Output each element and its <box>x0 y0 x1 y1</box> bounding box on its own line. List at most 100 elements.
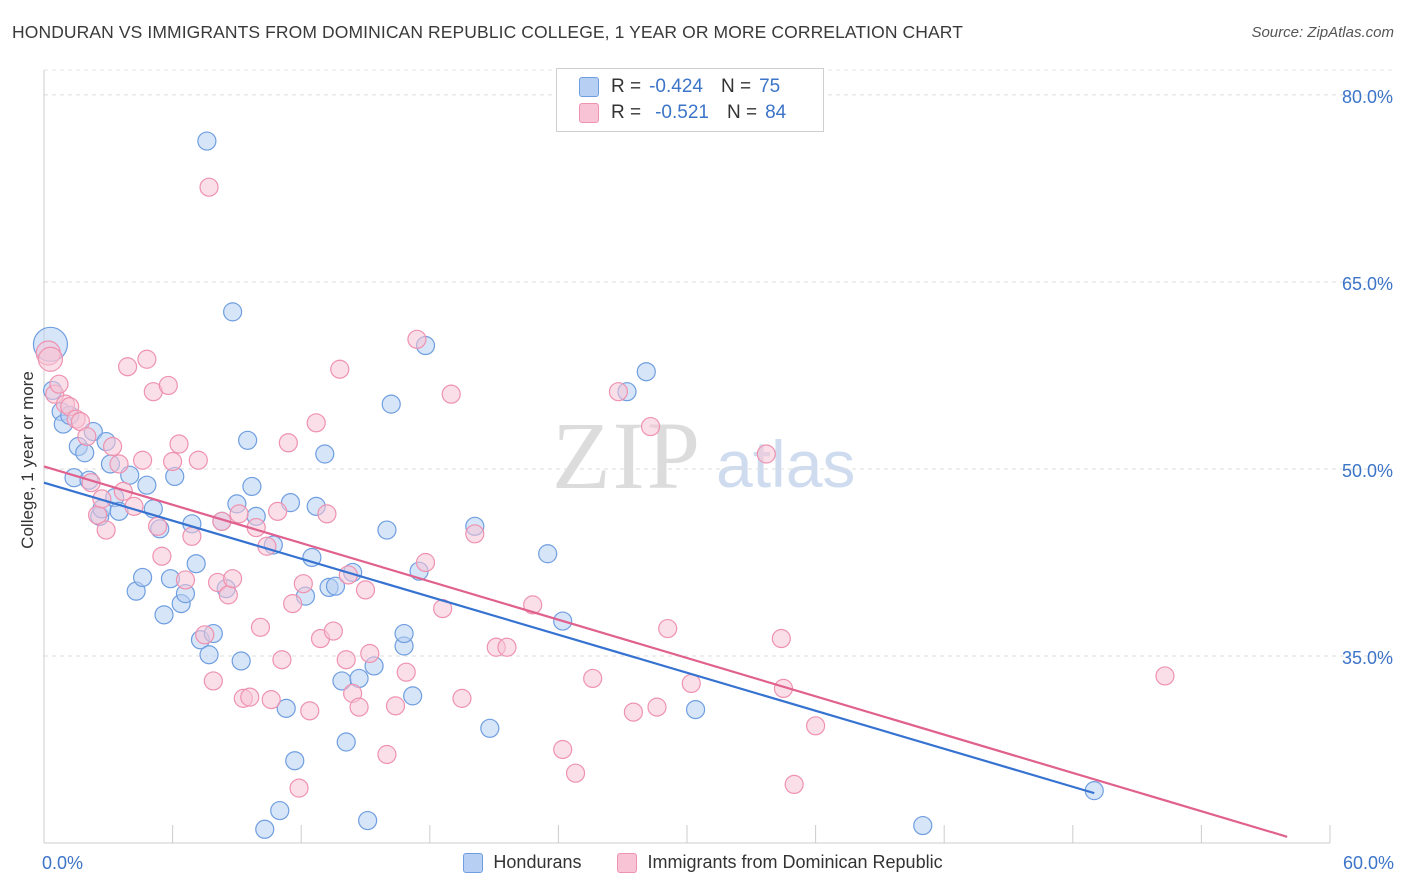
y-tick-label: 35.0% <box>1342 648 1393 668</box>
honduran-point <box>154 605 174 625</box>
honduran-point <box>636 362 656 382</box>
legend-item-hondurans[interactable]: Hondurans <box>463 852 581 873</box>
dominican-point <box>117 357 138 377</box>
dominican-point <box>218 585 238 605</box>
dominican-point <box>250 617 271 637</box>
dominican-point <box>330 359 350 379</box>
honduran-point <box>336 732 356 752</box>
dominican-point <box>452 688 472 708</box>
dominican-point <box>623 702 644 722</box>
dominican-point <box>565 763 586 783</box>
dominican-point <box>441 384 461 404</box>
honduran-point <box>480 718 500 738</box>
legend-row-hondurans: R = -0.424 N = 75 <box>579 74 780 100</box>
r-value: -0.424 <box>649 76 703 97</box>
dominican-point <box>756 444 776 464</box>
dominican-legend-label: Immigrants from Dominican Republic <box>647 852 943 872</box>
dominican-point <box>293 574 313 594</box>
honduran-point <box>255 819 275 839</box>
dominican-point <box>681 673 701 694</box>
dominican-point <box>182 526 202 546</box>
n-label: N = <box>726 102 758 123</box>
dominican-point <box>583 668 603 689</box>
honduran-point <box>302 547 322 568</box>
n-value: 75 <box>759 76 781 97</box>
dominican-point <box>102 436 123 457</box>
hondurans-legend-swatch <box>463 852 484 873</box>
honduran-point <box>223 302 243 322</box>
dominican-point <box>553 739 573 760</box>
n-label: N = <box>720 76 752 97</box>
dominican-point <box>658 618 678 639</box>
x-max-label: 60.0% <box>1342 853 1394 873</box>
r-value: -0.521 <box>655 102 709 123</box>
honduran-point <box>238 430 258 450</box>
dominican-point <box>261 690 281 710</box>
chart-title: HONDURAN VS IMMIGRANTS FROM DOMINICAN RE… <box>12 22 964 42</box>
honduran-point <box>186 554 206 574</box>
dominican-point <box>283 594 303 614</box>
dominican-point <box>223 569 243 589</box>
series-legend: Hondurans Immigrants from Dominican Repu… <box>0 852 1406 873</box>
source-label: Source: ZipAtlas.com <box>1251 24 1394 41</box>
dominican-point <box>96 520 116 540</box>
honduran-point <box>197 131 217 151</box>
watermark-atlas: atlas <box>716 427 856 501</box>
dominican-point <box>272 650 292 670</box>
honduran-point <box>242 476 262 497</box>
legend-row-dominican: R = -0.521 N = 84 <box>579 100 786 126</box>
dominican-point <box>203 671 223 691</box>
dominican-point <box>497 637 517 657</box>
dominican-point <box>355 580 376 600</box>
dominican-legend-swatch <box>617 852 638 873</box>
dominican-point <box>306 413 326 433</box>
dominican-point <box>300 701 320 721</box>
honduran-point <box>75 443 95 463</box>
dominican-point <box>608 382 629 402</box>
hondurans-legend-label: Hondurans <box>493 852 582 872</box>
dominican-point <box>240 687 260 707</box>
dominican-point <box>49 374 69 394</box>
dominican-swatch <box>579 103 599 123</box>
dominican-point <box>407 329 427 349</box>
dominican-point <box>349 697 369 717</box>
honduran-point <box>685 699 706 720</box>
honduran-trendline <box>43 481 1095 795</box>
dominican-point <box>188 450 208 470</box>
dominican-trendline <box>43 465 1288 838</box>
honduran-point <box>394 623 414 644</box>
y-tick-label: 80.0% <box>1342 87 1393 107</box>
dominican-point <box>37 346 64 372</box>
dominican-point <box>195 625 215 645</box>
honduran-point <box>276 698 296 718</box>
dominican-point <box>336 650 356 670</box>
dominican-point <box>323 621 343 641</box>
dominican-point <box>317 504 337 524</box>
dominican-point <box>158 375 178 396</box>
honduran-point <box>377 520 397 540</box>
legend-item-dominican[interactable]: Immigrants from Dominican Republic <box>617 852 943 873</box>
dominican-point <box>163 451 183 472</box>
dominican-point <box>377 744 397 765</box>
honduran-point <box>325 576 346 596</box>
dominican-point <box>109 454 129 474</box>
dominican-point <box>229 504 249 524</box>
dominican-point <box>465 524 485 544</box>
honduran-point <box>132 567 153 588</box>
dominican-point <box>771 628 791 649</box>
n-value: 84 <box>765 102 787 123</box>
stats-legend: R = -0.424 N = 75 R = -0.521 N = 84 <box>556 68 824 132</box>
dominican-point <box>169 434 189 454</box>
dominican-point <box>1155 666 1175 686</box>
y-tick-label: 50.0% <box>1342 461 1393 481</box>
watermark-zip: ZIP <box>552 402 702 509</box>
dominican-point <box>77 426 97 447</box>
honduran-point <box>358 810 378 831</box>
dominican-point <box>199 177 219 197</box>
dominican-point <box>137 349 157 369</box>
honduran-point <box>199 645 219 665</box>
dominican-point <box>152 546 172 566</box>
dominican-point <box>396 662 416 682</box>
dominican-point <box>784 774 804 795</box>
